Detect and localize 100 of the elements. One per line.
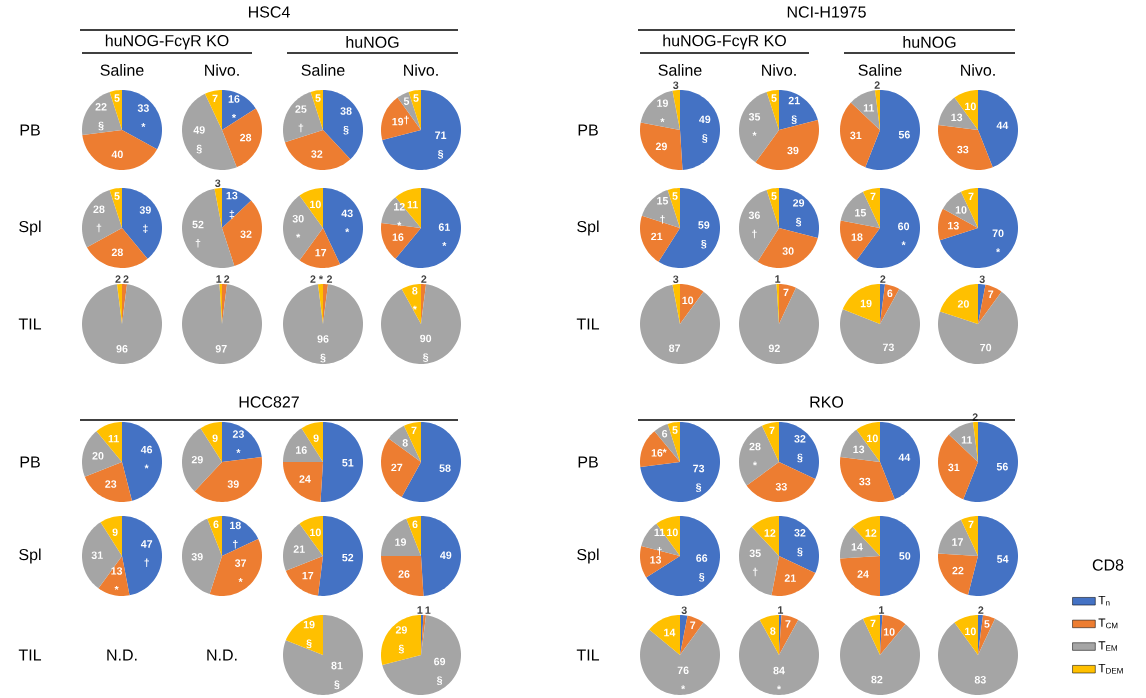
data-label: 14 — [851, 543, 863, 551]
data-label: 12 — [865, 529, 877, 537]
data-label: 7 — [870, 192, 876, 201]
data-label: 13 — [650, 556, 662, 564]
data-label: 12 — [764, 529, 776, 537]
data-label: 19 — [395, 538, 407, 546]
data-label: 2 — [326, 275, 333, 283]
data-label: 90 § — [420, 334, 432, 362]
data-label: 2 * — [310, 275, 324, 283]
data-label: 6 — [213, 520, 219, 529]
data-label: 21 — [651, 232, 663, 241]
data-label: 92 — [768, 344, 780, 353]
data-label: 28 — [111, 248, 123, 257]
text: Saline — [858, 64, 902, 76]
text: Spl — [19, 548, 41, 564]
text: Nivo. — [961, 64, 995, 76]
data-label: 44 — [898, 453, 911, 461]
data-label: 29 — [191, 455, 203, 464]
data-label: 70 — [980, 343, 992, 352]
data-label: 32 — [311, 150, 323, 158]
data-label: 9 — [112, 528, 118, 536]
data-label: 1 — [417, 606, 423, 614]
data-label: 54 — [997, 555, 1009, 563]
data-label: 19 — [860, 299, 872, 308]
data-label: 31 — [850, 131, 862, 140]
data-label: 10 — [965, 102, 976, 111]
data-label: 21 § — [788, 96, 800, 125]
data-label: 28 — [240, 133, 252, 142]
data-label: 23 * — [232, 430, 244, 454]
data-label: 38 § — [340, 107, 352, 135]
data-label: 14 — [664, 628, 676, 637]
data-label: 10 — [965, 627, 976, 636]
data-label: 16 — [651, 449, 663, 457]
data-label: 29 § — [793, 199, 805, 227]
data-label: 13 — [951, 113, 963, 122]
data-label: 7 — [783, 288, 789, 297]
data-label: 47 † — [140, 540, 153, 568]
data-label: 76 * — [677, 666, 689, 690]
text: N.D. — [107, 649, 137, 661]
data-label: 44 — [996, 121, 1009, 129]
data-label: 2 — [421, 275, 427, 283]
data-label: 31 — [948, 463, 960, 472]
data-label: 3 — [979, 275, 985, 283]
data-label: 61 * — [438, 223, 450, 247]
data-label: 43 * — [341, 209, 353, 233]
text: Nivo. — [404, 64, 438, 76]
data-label: 5 — [413, 94, 419, 102]
data-label: 25 † — [295, 105, 307, 133]
text: Saline — [301, 64, 345, 76]
data-label: 2 — [978, 606, 984, 614]
data-label: 5 — [672, 426, 678, 434]
data-label: 7 — [212, 94, 218, 103]
data-label: 51 — [342, 459, 354, 467]
data-label: 7 — [411, 426, 417, 435]
data-label: 24 — [857, 570, 869, 578]
legend-label: T$_{DEM}$ — [1098, 663, 1123, 674]
data-label: 39 — [191, 552, 203, 561]
data-label: 11 — [108, 434, 119, 443]
data-label: 39 — [787, 146, 799, 155]
data-label: 59 § — [698, 221, 710, 249]
data-label: 82 — [871, 675, 883, 684]
data-label: 18 — [851, 233, 863, 241]
data-label: 32 § — [794, 435, 806, 463]
data-label: 19 * — [657, 99, 669, 123]
legend-label: T$_{n}$ — [1098, 595, 1110, 606]
data-label: 29 § — [395, 626, 407, 654]
data-label: 11 — [407, 200, 418, 209]
data-label: 15 † — [657, 197, 669, 224]
text: TIL — [576, 649, 600, 661]
data-label: 1 — [775, 275, 781, 283]
data-label: 3 — [681, 606, 687, 614]
data-label: 2 — [115, 275, 121, 283]
data-label: 17 — [952, 538, 963, 546]
text: HCC827 — [239, 396, 299, 408]
data-label: 11 — [863, 104, 875, 112]
data-label: 7 — [785, 620, 791, 628]
data-label: 49 § — [699, 115, 711, 143]
data-label: 30 — [782, 247, 794, 255]
data-label: 10 — [310, 528, 321, 537]
data-label: 5 — [315, 94, 321, 102]
data-label: 30 * — [292, 214, 304, 238]
text: Spl — [577, 548, 599, 564]
data-label: 1 — [879, 606, 885, 614]
data-label: 26 — [398, 570, 410, 578]
data-label: 7 — [968, 192, 974, 201]
data-label: 7 — [690, 621, 696, 629]
data-label: 6 — [887, 289, 893, 298]
data-label: 71 § — [435, 131, 447, 159]
data-label: 20 — [957, 300, 969, 308]
data-label: 69 § — [434, 657, 446, 686]
data-label: 50 — [899, 552, 911, 560]
data-label: 5 — [771, 94, 777, 102]
data-label: 35 * — [748, 113, 761, 136]
data-label: 84 * — [773, 666, 785, 690]
legend-label: T$_{CM}$ — [1098, 618, 1118, 629]
data-label: 5 — [771, 192, 777, 200]
data-label: 10 — [667, 528, 678, 537]
data-label: 73 § — [693, 464, 705, 493]
data-label: 8 — [402, 439, 408, 447]
data-label: 19 § — [303, 620, 315, 649]
